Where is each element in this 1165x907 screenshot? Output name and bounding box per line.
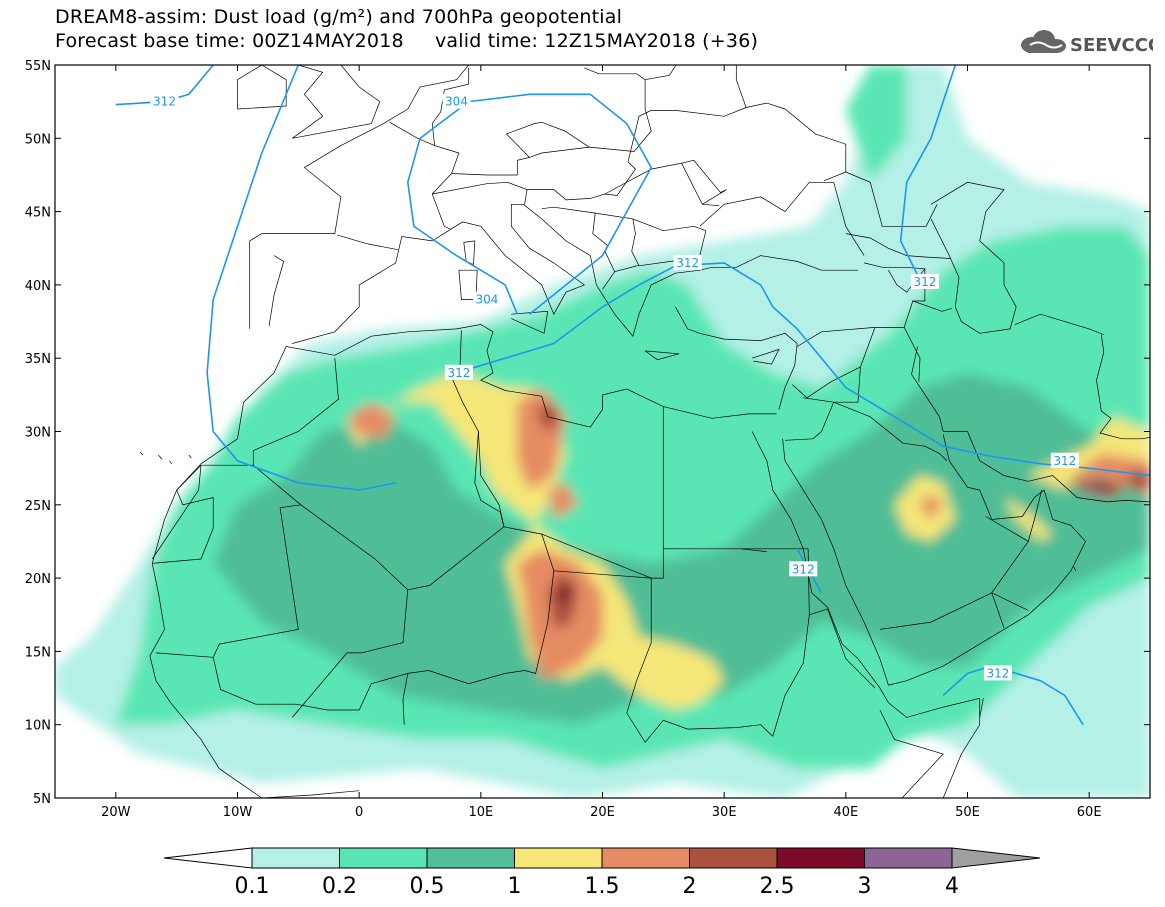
colorbar-label: 2.5	[760, 874, 795, 899]
contour-label-bg	[1050, 452, 1079, 468]
lat-tick-label: 35N	[25, 352, 51, 367]
lat-tick-label: 5N	[33, 792, 51, 807]
cloud-icon	[1021, 30, 1066, 53]
contour-label-bg	[442, 93, 471, 109]
lon-tick-label: 60E	[1077, 805, 1102, 820]
colorbar-label: 2	[683, 874, 697, 899]
colorbar-label: 1	[508, 874, 522, 899]
contour-label: 312	[676, 256, 699, 270]
lon-tick-label: 10W	[223, 805, 253, 820]
lon-tick-label: 20W	[101, 805, 131, 820]
colorbar-label: 0.5	[410, 874, 445, 899]
contour-label-bg	[910, 273, 939, 289]
contour-label-bg	[444, 364, 473, 380]
lat-tick-label: 45N	[25, 206, 51, 221]
colorbar-label: 0.1	[235, 874, 270, 899]
colorbar-label: 4	[945, 874, 959, 899]
colorbar-swatch	[426, 847, 515, 869]
lon-tick-label: 0	[355, 805, 363, 820]
lon-tick-label: 20E	[590, 805, 615, 820]
lat-tick-label: 20N	[25, 572, 51, 587]
dust-map: 312 304 312 304 312 312 312 312 312 55N 50N 45N 40N…	[25, 59, 1151, 820]
colorbar-swatch	[514, 847, 603, 869]
contour-label: 312	[447, 366, 470, 380]
colorbar-label: 0.2	[322, 874, 357, 899]
axis-ticks: 55N 50N 45N 40N 35N 30N 25N 20N 15N 10N 5N 20W 10W 0 1…	[25, 59, 1150, 820]
map-subtitle: Forecast base time: 00Z14MAY2018 valid t…	[55, 30, 759, 52]
contour-label: 312	[792, 562, 815, 576]
colorbar-over-arrow	[951, 847, 1040, 869]
contour-label-bg	[983, 665, 1012, 681]
seevccc-logo: SEEVCCC	[1021, 30, 1153, 56]
colorbar-swatch	[864, 847, 953, 869]
lon-tick-label: 30E	[712, 805, 737, 820]
contour-label-bg	[789, 561, 818, 577]
lat-tick-label: 55N	[25, 59, 51, 74]
contour-label: 312	[1053, 454, 1076, 468]
lat-tick-label: 40N	[25, 279, 51, 294]
colorbar: 0.1 0.2 0.5 1 1.5 2 2.5 3 4	[163, 847, 1040, 899]
colorbar-label: 1.5	[585, 874, 620, 899]
colorbar-swatch	[776, 847, 865, 869]
contour-label: 312	[913, 275, 936, 289]
colorbar-swatch	[339, 847, 428, 869]
lon-tick-label: 50E	[955, 805, 980, 820]
country-borders	[139, 65, 1150, 798]
contour-label-bg	[673, 254, 702, 270]
lat-tick-label: 10N	[25, 719, 51, 734]
lat-tick-label: 50N	[25, 132, 51, 147]
lon-tick-label: 40E	[833, 805, 858, 820]
contour-label-bg	[150, 93, 179, 109]
contour-label: 304	[445, 95, 468, 109]
contour-label: 304	[475, 293, 498, 307]
contour-label: 312	[986, 666, 1009, 680]
lat-tick-label: 15N	[25, 645, 51, 660]
contour-label: 312	[153, 95, 176, 109]
lat-tick-label: 25N	[25, 499, 51, 514]
colorbar-swatch	[601, 847, 690, 869]
contour-label-bg	[472, 291, 501, 307]
contour-labels: 312 304 312 304 312 312 312 312 312	[150, 93, 1079, 681]
colorbar-label: 3	[858, 874, 872, 899]
colorbar-swatch	[251, 847, 340, 869]
colorbar-under-arrow	[163, 847, 253, 869]
lon-tick-label: 10E	[468, 805, 493, 820]
lat-tick-label: 30N	[25, 426, 51, 441]
dust-load-field	[55, 65, 1150, 798]
map-title: DREAM8-assim: Dust load (g/m²) and 700hP…	[55, 6, 623, 28]
colorbar-swatch	[689, 847, 778, 869]
logo-text: SEEVCCC	[1070, 35, 1153, 56]
